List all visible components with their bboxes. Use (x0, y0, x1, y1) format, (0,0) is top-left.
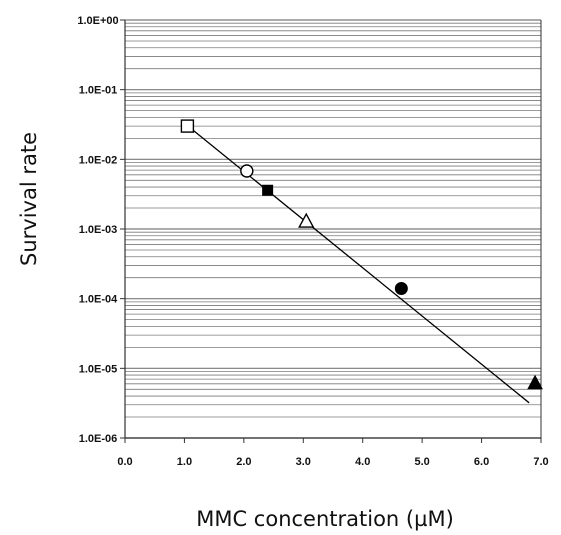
y-tick-label: 1.0E-02 (79, 154, 118, 166)
data-point-filled-triangle (527, 374, 543, 390)
y-tick-label: 1.0E-04 (79, 294, 118, 306)
x-tick-label: 2.0 (236, 456, 251, 468)
x-tick-label: 4.0 (355, 456, 370, 468)
grid-lines (125, 19, 541, 439)
data-point-open-circle (240, 164, 254, 178)
y-tick-label: 1.0E-01 (79, 85, 118, 97)
x-tick-label: 5.0 (414, 456, 429, 468)
x-axis-title: MMC concentration (µM) (196, 507, 454, 531)
data-point-filled-circle (394, 281, 408, 295)
x-tick-label: 3.0 (296, 456, 311, 468)
data-points (180, 119, 543, 390)
x-tick-label: 1.0 (177, 456, 192, 468)
data-point-open-square (180, 119, 195, 133)
fit-line (184, 122, 530, 404)
y-tick-labels: 1.0E+00 1.0E-01 1.0E-02 1.0E-03 1.0E-04 1.0E-… (77, 15, 125, 445)
y-tick-label: 1.0E-05 (79, 363, 118, 375)
y-tick-label: 1.0E+00 (77, 15, 118, 27)
x-tick-labels: 0.0 1.0 2.0 3.0 4.0 5.0 6.0 7.0 (117, 438, 549, 468)
regression-line (184, 122, 530, 404)
y-axis-title: Survival rate (17, 132, 41, 266)
x-tick-label: 0.0 (117, 456, 132, 468)
y-tick-label: 1.0E-06 (79, 433, 118, 445)
y-tick-label: 1.0E-03 (79, 224, 118, 236)
x-tick-label: 7.0 (533, 456, 548, 468)
data-point-filled-square (262, 184, 274, 196)
x-tick-label: 6.0 (474, 456, 489, 468)
data-point-open-triangle (298, 212, 315, 228)
